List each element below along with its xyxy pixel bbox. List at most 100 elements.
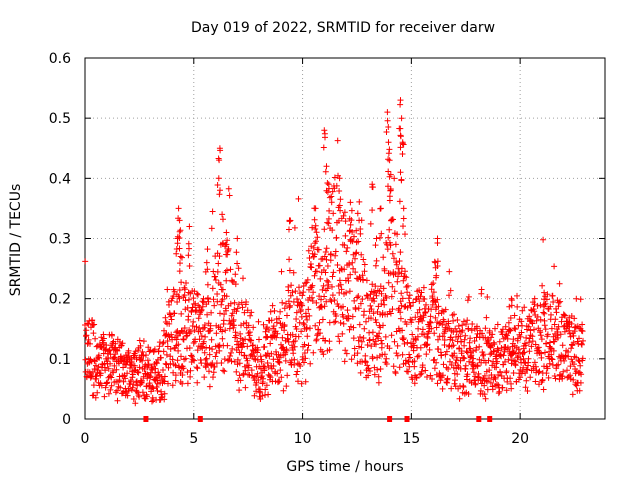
- data-point: [507, 315, 514, 321]
- data-point: [540, 236, 547, 243]
- data-point: [370, 310, 377, 317]
- data-point: [347, 199, 354, 206]
- data-point: [523, 334, 530, 341]
- data-point: [340, 313, 347, 320]
- data-point: [175, 347, 182, 354]
- data-point: [310, 244, 317, 251]
- data-point: [154, 387, 161, 394]
- data-point: [481, 372, 488, 379]
- data-point: [246, 329, 253, 336]
- data-point: [501, 346, 508, 353]
- baseline-marker: [143, 416, 149, 422]
- data-point: [435, 346, 442, 353]
- data-point: [286, 256, 293, 263]
- data-point: [446, 268, 453, 275]
- baseline-marker: [487, 416, 493, 422]
- y-tick-label: 0.2: [49, 292, 71, 308]
- data-point: [336, 338, 343, 345]
- data-point: [346, 326, 353, 333]
- data-point: [560, 368, 567, 375]
- data-point: [385, 156, 392, 163]
- data-point: [371, 371, 378, 378]
- data-point: [194, 290, 200, 297]
- data-point: [403, 274, 410, 281]
- data-point: [271, 307, 278, 314]
- data-point: [412, 314, 419, 321]
- data-point: [262, 386, 269, 393]
- data-point: [541, 303, 547, 310]
- data-point: [240, 275, 246, 282]
- data-point: [90, 382, 97, 389]
- data-point: [113, 366, 120, 373]
- data-point: [482, 334, 489, 341]
- data-point: [362, 352, 369, 359]
- data-point: [277, 367, 284, 374]
- data-point: [314, 234, 321, 241]
- data-point: [210, 296, 217, 303]
- data-point: [218, 301, 225, 308]
- ticks: 0 0.1 0.2 0.3 0.4 0.5 0.6 0 5 10 15 20: [49, 51, 605, 447]
- data-point: [577, 296, 584, 303]
- data-point: [378, 337, 385, 344]
- data-point: [312, 205, 319, 212]
- data-point: [337, 207, 344, 214]
- data-point: [544, 291, 551, 298]
- data-point: [172, 377, 179, 384]
- data-point: [125, 347, 132, 354]
- data-point: [477, 387, 484, 394]
- data-point: [568, 345, 575, 352]
- data-point: [434, 380, 441, 387]
- data-point: [381, 301, 388, 308]
- data-point: [228, 349, 234, 356]
- data-point: [401, 273, 408, 280]
- data-point: [406, 292, 413, 299]
- data-point: [301, 341, 308, 348]
- data-point: [352, 306, 359, 313]
- data-point: [269, 302, 276, 309]
- data-point: [487, 379, 494, 386]
- data-point: [306, 255, 313, 261]
- data-point: [464, 371, 471, 378]
- data-point: [474, 363, 481, 370]
- data-point: [163, 351, 170, 358]
- data-point: [109, 332, 115, 339]
- data-point: [433, 274, 439, 281]
- data-point: [304, 316, 311, 323]
- data-point: [547, 339, 553, 346]
- data-point: [157, 354, 164, 361]
- data-point: [373, 341, 379, 348]
- data-point: [561, 357, 568, 364]
- data-point: [332, 248, 339, 255]
- data-point: [96, 354, 103, 361]
- data-point: [174, 240, 181, 247]
- data-point: [396, 305, 402, 312]
- data-point: [221, 311, 228, 318]
- data-point: [167, 346, 174, 352]
- data-point: [203, 259, 210, 266]
- data-point: [189, 304, 196, 311]
- data-point: [495, 382, 502, 389]
- data-point: [83, 374, 90, 381]
- data-point: [378, 290, 385, 297]
- data-point: [579, 328, 586, 335]
- data-point: [149, 398, 155, 405]
- data-point: [515, 353, 522, 360]
- data-point: [399, 295, 406, 302]
- data-point: [576, 387, 583, 394]
- data-point: [187, 367, 194, 374]
- data-point: [201, 374, 208, 381]
- data-point: [441, 337, 448, 343]
- data-point: [340, 320, 347, 327]
- data-point: [279, 299, 286, 306]
- data-point: [173, 246, 180, 252]
- data-point: [129, 371, 136, 378]
- data-point: [443, 348, 450, 355]
- data-point: [451, 350, 458, 357]
- data-point: [319, 286, 326, 293]
- data-point: [147, 347, 154, 354]
- data-point: [166, 320, 173, 327]
- data-point: [354, 210, 361, 217]
- data-point: [286, 267, 293, 274]
- data-point: [542, 300, 549, 307]
- data-point: [220, 317, 227, 324]
